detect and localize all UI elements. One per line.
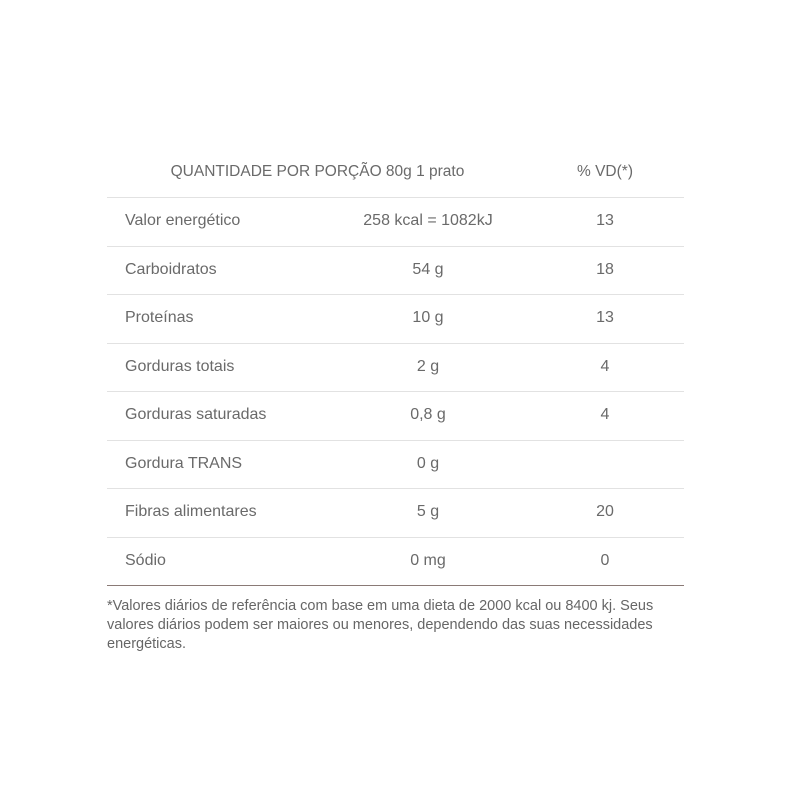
nutrient-dv: 4 [600,406,610,423]
nutrient-name: Valor energético [125,212,241,229]
nutrient-dv: 4 [600,357,610,375]
table-row: Proteínas 10 g 13 [107,295,684,344]
table-row: Gorduras totais 2 g 4 [107,344,684,392]
nutrient-name: Proteínas [125,309,194,326]
table-row: Valor energético 258 kcal = 1082kJ 13 [107,198,684,247]
footnote: *Valores diários de referência com base … [107,598,654,652]
nutrient-name: Gordura TRANS [125,454,243,472]
nutrient-name: Carboidratos [125,260,217,278]
serving-header: QUANTIDADE POR PORÇÃO 80g 1 prato [170,163,465,180]
table-row: Gorduras saturadas 0,8 g 4 [107,392,684,441]
nutrient-name: Sódio [125,551,166,569]
nutrient-amount: 10 g [412,309,444,326]
nutrient-amount: 0 g [416,454,440,472]
nutrient-dv: 20 [596,503,614,520]
nutrient-amount: 0 mg [410,551,446,569]
dv-header: % VD(*) [577,163,633,180]
nutrient-amount: 5 g [416,503,440,520]
nutrient-amount: 0,8 g [410,406,446,423]
nutrient-name: Gorduras saturadas [125,406,267,423]
table-row: Gordura TRANS 0 g [107,441,684,489]
nutrient-dv: 0 [600,551,610,569]
table-row: Carboidratos 54 g 18 [107,247,684,295]
table-row: Sódio 0 mg 0 [107,538,684,586]
nutrient-dv: 13 [596,309,614,326]
nutrient-dv: 13 [596,212,614,229]
table-row: Fibras alimentares 5 g 20 [107,489,684,538]
nutrient-amount: 2 g [416,357,440,375]
nutrient-name: Fibras alimentares [125,503,257,520]
nutrient-amount: 54 g [412,260,444,278]
nutrient-dv: 18 [596,260,614,278]
nutrient-amount: 258 kcal = 1082kJ [363,212,493,229]
nutrition-table: QUANTIDADE POR PORÇÃO 80g 1 prato % VD(*… [107,148,684,586]
nutrient-name: Gorduras totais [125,357,235,375]
table-header: QUANTIDADE POR PORÇÃO 80g 1 prato % VD(*… [107,148,684,198]
